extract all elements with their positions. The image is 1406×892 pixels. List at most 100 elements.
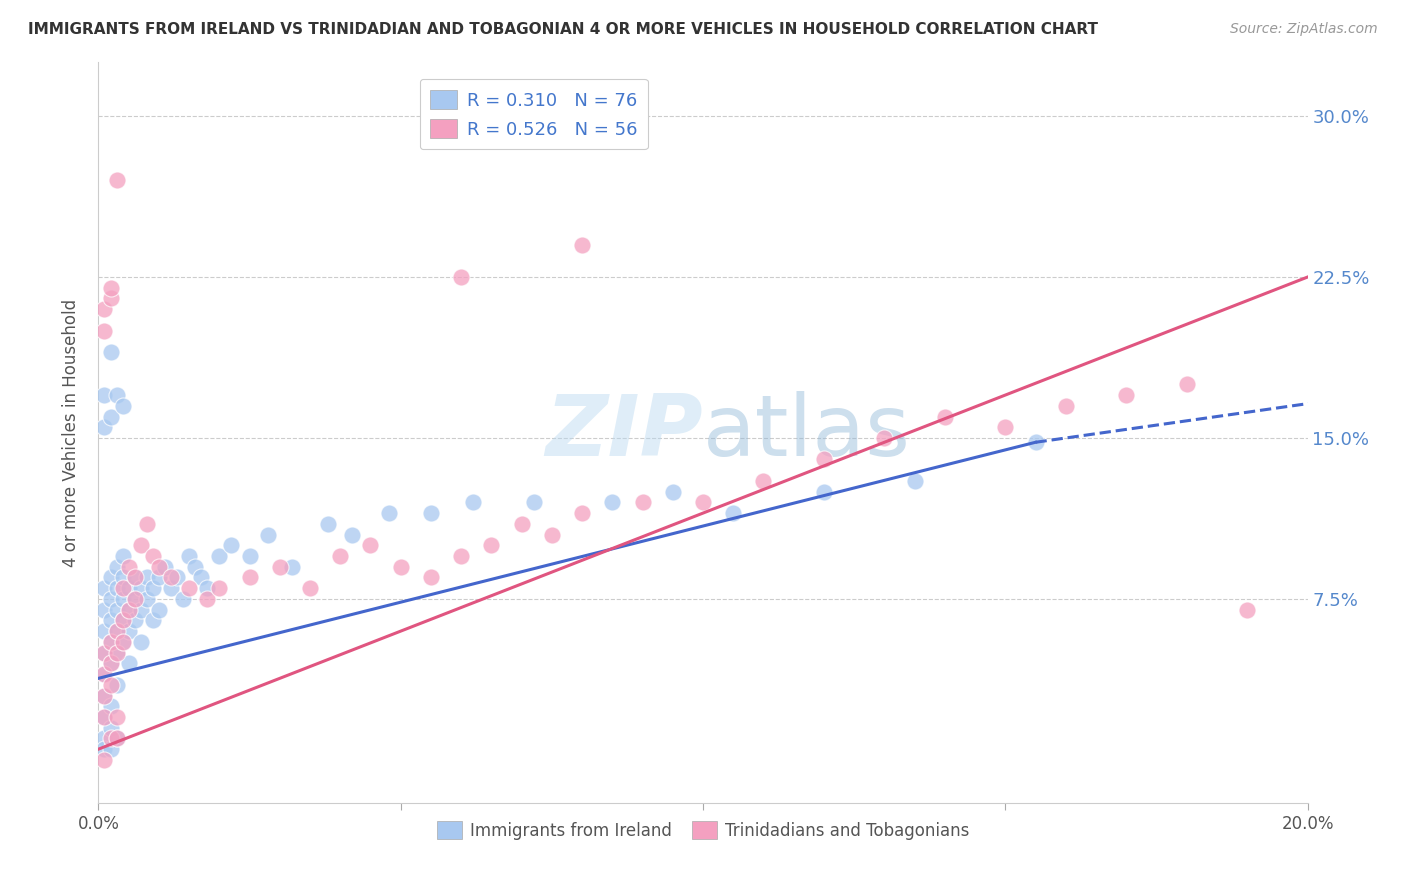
Point [377,506,399,520]
Point [93,731,115,746]
Point [105,624,128,639]
Point [269,559,291,574]
Point [100,678,122,692]
Point [93,388,115,402]
Point [631,495,654,509]
Point [105,624,128,639]
Point [105,388,128,402]
Point [111,591,134,606]
Point [129,538,152,552]
Point [148,559,170,574]
Point [111,581,134,595]
Point [190,570,212,584]
Point [160,570,183,584]
Point [105,710,128,724]
Point [184,559,207,574]
Text: ZIP: ZIP [546,391,703,475]
Text: atlas: atlas [703,391,911,475]
Point [111,614,134,628]
Point [904,474,927,488]
Point [571,237,593,252]
Point [124,591,146,606]
Point [93,324,115,338]
Point [111,635,134,649]
Point [100,731,122,746]
Point [100,699,122,714]
Point [111,614,134,628]
Point [118,559,141,574]
Point [93,667,115,681]
Point [299,581,322,595]
Point [135,570,157,584]
Point [100,742,122,756]
Text: Source: ZipAtlas.com: Source: ZipAtlas.com [1230,22,1378,37]
Point [93,581,115,595]
Point [105,678,128,692]
Point [93,420,115,434]
Point [329,549,352,563]
Point [1115,388,1137,402]
Point [129,602,152,616]
Point [93,689,115,703]
Point [813,452,835,467]
Point [148,570,170,584]
Point [100,635,122,649]
Point [93,624,115,639]
Point [100,281,122,295]
Point [481,538,503,552]
Point [1236,602,1258,616]
Point [100,345,122,359]
Point [281,559,304,574]
Point [124,614,146,628]
Point [100,409,122,424]
Point [105,173,128,187]
Point [179,581,201,595]
Point [105,646,128,660]
Point [105,646,128,660]
Point [420,506,443,520]
Point [463,495,485,509]
Point [752,474,775,488]
Point [571,506,593,520]
Point [111,399,134,413]
Text: IMMIGRANTS FROM IRELAND VS TRINIDADIAN AND TOBAGONIAN 4 OR MORE VEHICLES IN HOUS: IMMIGRANTS FROM IRELAND VS TRINIDADIAN A… [28,22,1098,37]
Point [256,527,278,541]
Point [93,689,115,703]
Point [142,614,165,628]
Point [118,602,141,616]
Point [661,484,683,499]
Point [420,570,443,584]
Point [100,292,122,306]
Point [342,527,364,541]
Point [239,570,262,584]
Point [118,581,141,595]
Point [118,624,141,639]
Point [100,591,122,606]
Point [208,549,231,563]
Legend: Immigrants from Ireland, Trinidadians and Tobagonians: Immigrants from Ireland, Trinidadians an… [430,814,976,847]
Point [105,581,128,595]
Point [692,495,714,509]
Point [602,495,624,509]
Point [100,570,122,584]
Point [873,431,896,445]
Point [129,581,152,595]
Point [523,495,546,509]
Point [100,657,122,671]
Point [1024,435,1046,450]
Point [142,549,165,563]
Point [93,742,115,756]
Point [100,721,122,735]
Point [93,753,115,767]
Point [111,570,134,584]
Point [723,506,745,520]
Point [111,549,134,563]
Point [100,614,122,628]
Point [450,549,472,563]
Point [813,484,835,499]
Point [239,549,262,563]
Point [124,570,146,584]
Point [118,657,141,671]
Point [481,120,503,134]
Point [124,591,146,606]
